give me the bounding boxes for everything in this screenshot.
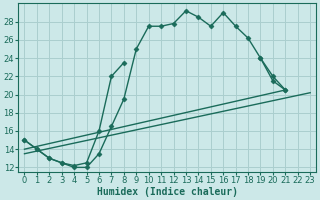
X-axis label: Humidex (Indice chaleur): Humidex (Indice chaleur) [97,186,238,197]
